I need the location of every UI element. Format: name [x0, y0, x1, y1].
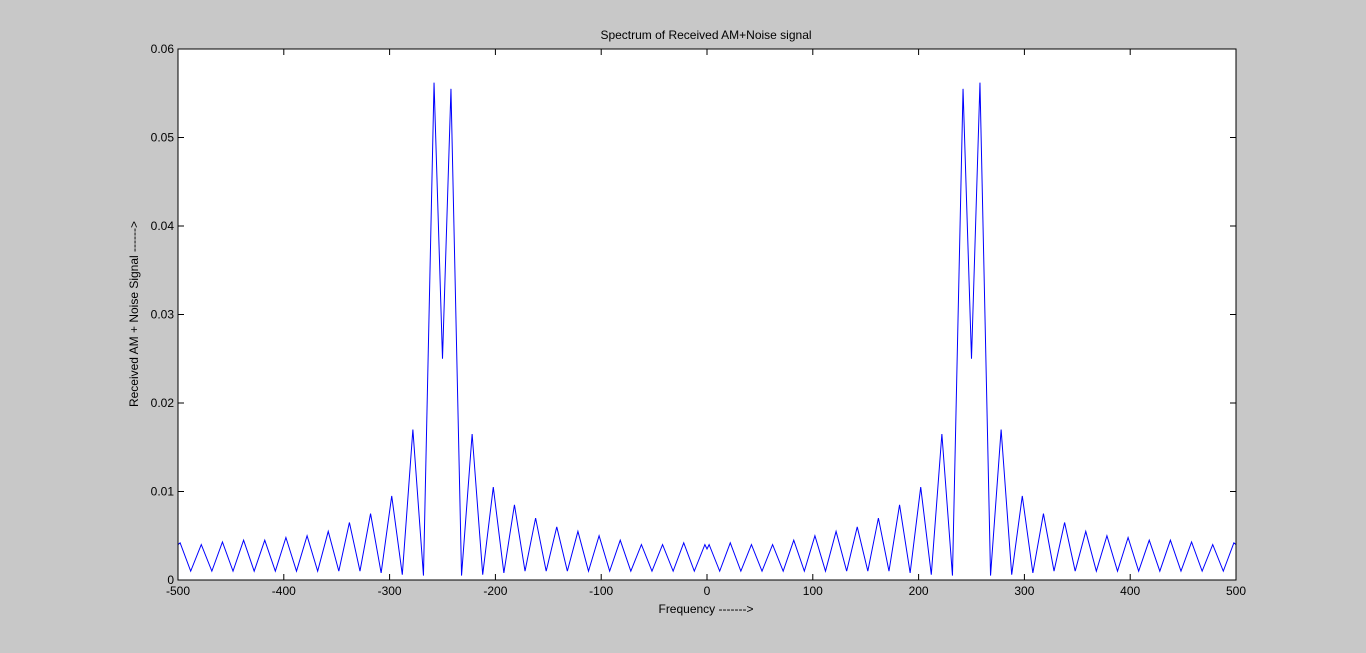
x-tick-label: 200 [909, 584, 929, 598]
y-axis-label: Received AM + Noise Signal ------> [127, 221, 141, 407]
x-tick-label: 0 [704, 584, 711, 598]
y-tick-label: 0.04 [151, 219, 175, 233]
y-tick-label: 0 [167, 573, 174, 587]
x-tick-label: 100 [803, 584, 823, 598]
x-tick-label: -500 [166, 584, 190, 598]
y-tick-label: 0.03 [151, 308, 175, 322]
spectrum-line [177, 82, 1237, 576]
y-tick-label: 0.05 [151, 131, 175, 145]
x-tick-label: -100 [589, 584, 613, 598]
y-tick-label: 0.06 [151, 42, 175, 56]
x-tick-label: 400 [1120, 584, 1140, 598]
y-tick-label: 0.02 [151, 396, 175, 410]
plot-area [177, 48, 1237, 581]
chart-title: Spectrum of Received AM+Noise signal [600, 28, 811, 42]
y-tick-label: 0.01 [151, 485, 175, 499]
x-tick-label: 300 [1014, 584, 1034, 598]
plot-border [177, 48, 1237, 581]
x-tick-label: -300 [378, 584, 402, 598]
x-tick-label: 500 [1226, 584, 1246, 598]
x-tick-label: -400 [272, 584, 296, 598]
x-axis-label: Frequency -------> [658, 602, 753, 616]
x-tick-label: -200 [483, 584, 507, 598]
